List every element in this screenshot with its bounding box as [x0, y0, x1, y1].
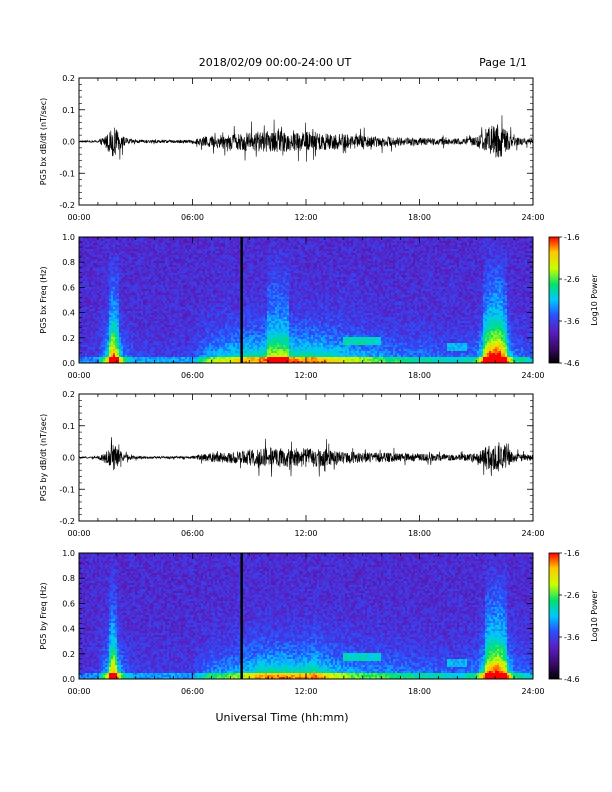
- x-tick-label: 18:00: [408, 371, 431, 380]
- y-tick-label: 0.8: [62, 258, 75, 267]
- page-title: 2018/02/09 00:00-24:00 UT: [199, 56, 352, 69]
- y-tick-label: 0.0: [62, 138, 75, 147]
- x-tick-label: 18:00: [408, 529, 431, 538]
- y-tick-label: 0.6: [62, 283, 75, 292]
- panel-by-spectrogram: 1.0 0.8 0.6 0.4 0.2 0.0 PG5 by Freq (Hz) 00:00 0…: [39, 549, 599, 696]
- y-tick-label: 0.8: [62, 574, 75, 583]
- colorbar-tick-label: -4.6: [564, 675, 580, 684]
- colorbar-tick-label: -3.6: [564, 317, 580, 326]
- x-tick-label: 12:00: [294, 687, 317, 696]
- spectrogram-cells: [79, 553, 534, 680]
- y-tick-label: 1.0: [62, 549, 75, 558]
- y-tick-label: 0.4: [62, 309, 75, 318]
- x-tick-label: 24:00: [521, 371, 544, 380]
- x-tick-label: 18:00: [408, 687, 431, 696]
- colorbar-tick-label: -1.6: [564, 233, 580, 242]
- colorbar-tick-label: -4.6: [564, 359, 580, 368]
- x-tick-label: 06:00: [181, 529, 204, 538]
- y-tick-label: -0.1: [59, 485, 75, 494]
- x-tick-label: 12:00: [294, 529, 317, 538]
- page-number: Page 1/1: [479, 56, 527, 69]
- y-tick-label: 1.0: [62, 233, 75, 242]
- colorbar-label: Log10 Power: [590, 274, 599, 326]
- colorbar-tick-label: -2.6: [564, 275, 580, 284]
- y-tick-label: 0.1: [62, 106, 75, 115]
- x-tick-label: 06:00: [181, 213, 204, 222]
- x-axis-label: Universal Time (hh:mm): [216, 711, 349, 724]
- panel-by-dbdt: 0.2 0.1 0.0 -0.1 -0.2 PG5 by dB/dt (nT/sec) 00…: [39, 390, 545, 538]
- series-line: [78, 115, 534, 162]
- x-tick-label: 24:00: [521, 687, 544, 696]
- series-line: [78, 437, 534, 477]
- y-axis-label: PG5 bx dB/dt (nT/sec): [39, 98, 48, 185]
- colorbar: [548, 552, 560, 680]
- y-tick-label: -0.2: [59, 517, 75, 526]
- y-tick-label: 0.2: [62, 334, 75, 343]
- x-tick-label: 12:00: [294, 371, 317, 380]
- y-axis-label: PG5 by dB/dt (nT/sec): [39, 414, 48, 501]
- y-axis-label: PG5 by Freq (Hz): [39, 582, 48, 649]
- x-tick-label: 00:00: [67, 687, 90, 696]
- x-tick-label: 00:00: [67, 371, 90, 380]
- y-tick-label: 0.1: [62, 422, 75, 431]
- x-tick-label: 06:00: [181, 687, 204, 696]
- panel-bx-dbdt: 0.2 0.1 0.0 -0.1 -0.2 PG5 bx dB/dt (nT/sec) 00…: [39, 74, 545, 222]
- y-tick-label: 0.6: [62, 599, 75, 608]
- y-tick-label: 0.0: [62, 675, 75, 684]
- x-tick-label: 12:00: [294, 213, 317, 222]
- y-tick-label: 0.0: [62, 454, 75, 463]
- x-tick-label: 24:00: [521, 529, 544, 538]
- y-tick-label: 0.4: [62, 625, 75, 634]
- x-tick-label: 00:00: [67, 529, 90, 538]
- panel-bx-spectrogram: 1.0 0.8 0.6 0.4 0.2 0.0 PG5 bx Freq (Hz) 00:00 0…: [39, 233, 599, 380]
- x-tick-label: 06:00: [181, 371, 204, 380]
- x-tick-label: 00:00: [67, 213, 90, 222]
- y-tick-label: -0.2: [59, 201, 75, 210]
- y-tick-label: 0.0: [62, 359, 75, 368]
- y-tick-label: 0.2: [62, 74, 75, 83]
- x-tick-label: 18:00: [408, 213, 431, 222]
- y-tick-label: 0.2: [62, 390, 75, 399]
- y-tick-label: -0.1: [59, 169, 75, 178]
- colorbar: [548, 236, 560, 364]
- y-axis-label: PG5 bx Freq (Hz): [39, 266, 48, 333]
- colorbar-label: Log10 Power: [590, 590, 599, 642]
- colorbar-tick-label: -1.6: [564, 549, 580, 558]
- y-tick-label: 0.2: [62, 650, 75, 659]
- spectrogram-cells: [79, 237, 534, 364]
- x-tick-label: 24:00: [521, 213, 544, 222]
- colorbar-tick-label: -3.6: [564, 633, 580, 642]
- colorbar-tick-label: -2.6: [564, 591, 580, 600]
